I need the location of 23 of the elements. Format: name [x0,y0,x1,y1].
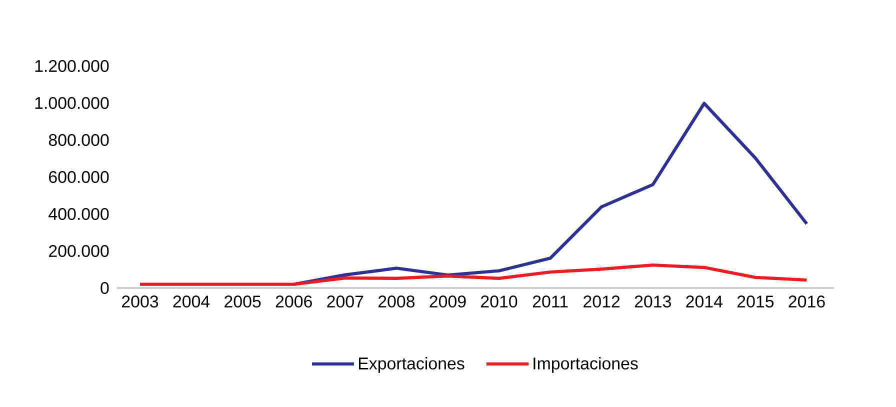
y-tick-label: 400.000 [48,208,109,220]
x-tick-label: 2014 [686,296,723,308]
legend-label: Importaciones [534,357,638,373]
y-tick-label: 800.000 [48,134,109,146]
x-tick-label: 2006 [276,296,312,308]
x-tick-label: 2008 [378,296,415,308]
x-tick-label: 2005 [224,296,261,308]
y-tick-label: 1.200.000 [35,60,109,72]
x-tick-label: 2010 [481,296,518,308]
x-tick-label: 2012 [584,296,620,308]
y-tick-label: 0 [100,282,109,294]
x-tick-label: 2009 [430,296,466,308]
y-tick-label: 600.000 [49,171,109,183]
x-tick-label: 2013 [634,296,671,308]
y-tick-label: 1.000.000 [35,97,109,109]
x-tick-label: 2016 [788,296,825,308]
x-tick-label: 2003 [122,296,158,308]
x-tick-label: 2004 [173,296,210,308]
legend-label: Exportaciones [358,357,464,373]
x-tick-label: 2007 [327,296,364,308]
x-tick-label: 2015 [737,296,774,308]
x-tick-label: 2011 [532,296,568,308]
y-tick-label: 200.000 [49,245,109,257]
